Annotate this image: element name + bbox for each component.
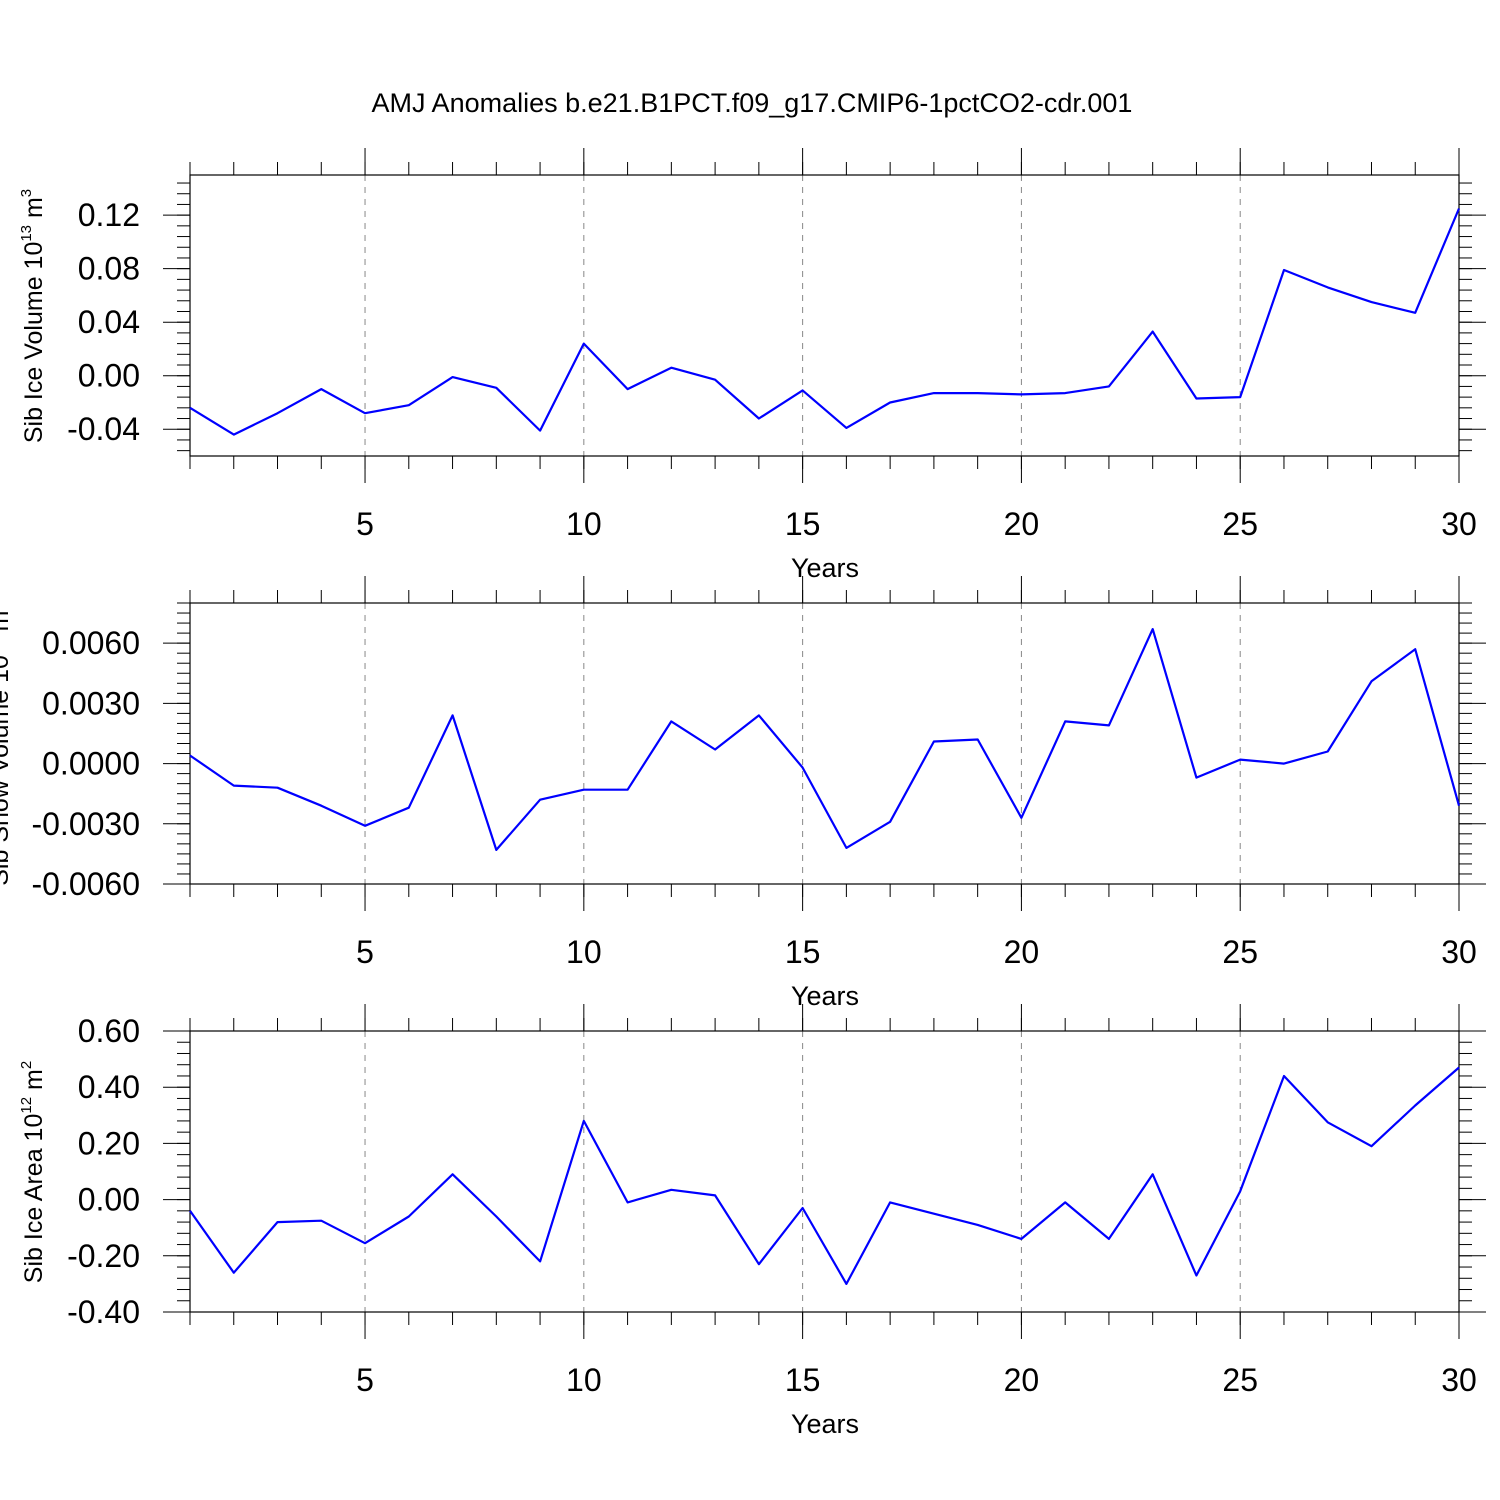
ice-volume-ytick-label: 0.04 <box>78 304 140 340</box>
snow-volume-xtick-label: 5 <box>356 934 374 970</box>
ice-area-xtick-label: 30 <box>1441 1362 1477 1398</box>
panel-ice-area: Sib Ice Area 1012 m2 Years 5 10 15 20 25 30 -0… <box>18 1004 1486 1439</box>
snow-volume-xtick-label: 15 <box>785 934 821 970</box>
xlabel-ice-area: Years <box>791 1409 859 1439</box>
ice-area-xtick-label: 20 <box>1004 1362 1040 1398</box>
snow-volume-ytick-label: 0.0060 <box>42 625 140 661</box>
ice-volume-ytick-label: 0.08 <box>78 251 140 287</box>
snow-volume-xtick-label: 30 <box>1441 934 1477 970</box>
snow-volume-ytick-label: 0.0030 <box>42 685 140 721</box>
ice-volume-xtick-label: 30 <box>1441 506 1477 542</box>
snow-volume-xtick-label: 10 <box>566 934 602 970</box>
ice-volume-xtick-label: 10 <box>566 506 602 542</box>
ylabel-snow-volume: Sib Snow Volume 1013 m3 <box>0 602 14 886</box>
ice-area-ytick-label: -0.40 <box>67 1294 140 1330</box>
ice-volume-ytick-label: 0.12 <box>78 197 140 233</box>
panel-ice-volume: Sib Ice Volume 1013 m3 Years 5 10 15 20 25 30… <box>18 148 1486 583</box>
ice-volume-xtick-label: 15 <box>785 506 821 542</box>
snow-volume-xtick-label: 20 <box>1004 934 1040 970</box>
ice-volume-xtick-label: 5 <box>356 506 374 542</box>
ice-area-xtick-label: 15 <box>785 1362 821 1398</box>
ice-area-xtick-label: 25 <box>1222 1362 1258 1398</box>
ice-volume-xtick-label: 25 <box>1222 506 1258 542</box>
ice-area-plot-frame <box>189 1030 1460 1313</box>
ice-area-ytick-label: 0.60 <box>78 1013 140 1049</box>
snow-volume-xtick-label: 25 <box>1222 934 1258 970</box>
snow-volume-ytick-label: -0.0030 <box>31 806 140 842</box>
snow-volume-plot-frame <box>189 602 1460 885</box>
ice-area-ytick-label: -0.20 <box>67 1238 140 1274</box>
ice-area-ytick-label: 0.00 <box>78 1182 140 1218</box>
ice-volume-plot-frame <box>189 174 1460 457</box>
ice-area-series-line-0 <box>189 1066 1460 1286</box>
snow-volume-series-line-0 <box>189 627 1461 852</box>
snow-volume-ytick-label: -0.0060 <box>31 866 140 902</box>
ice-area-xtick-label: 5 <box>356 1362 374 1398</box>
ylabel-ice-volume: Sib Ice Volume 1013 m3 <box>18 189 48 443</box>
panel-snow-volume: Sib Snow Volume 1013 m3 Years 5 10 15 20 25 3… <box>0 576 1486 1011</box>
ice-area-ytick-label: 0.40 <box>78 1069 140 1105</box>
ice-volume-series-line-0 <box>189 208 1461 436</box>
xlabel-ice-volume: Years <box>791 553 859 583</box>
ice-area-xtick-label: 10 <box>566 1362 602 1398</box>
ice-volume-ytick-label: -0.04 <box>67 411 140 447</box>
ice-area-ytick-label: 0.20 <box>78 1125 140 1161</box>
ice-volume-xtick-label: 20 <box>1004 506 1040 542</box>
figure-title: AMJ Anomalies b.e21.B1PCT.f09_g17.CMIP6-… <box>372 88 1133 118</box>
ylabel-ice-area: Sib Ice Area 1012 m2 <box>18 1061 48 1283</box>
snow-volume-ytick-label: 0.0000 <box>42 746 140 782</box>
ice-volume-ytick-label: 0.00 <box>78 358 140 394</box>
xlabel-snow-volume: Years <box>791 981 859 1011</box>
